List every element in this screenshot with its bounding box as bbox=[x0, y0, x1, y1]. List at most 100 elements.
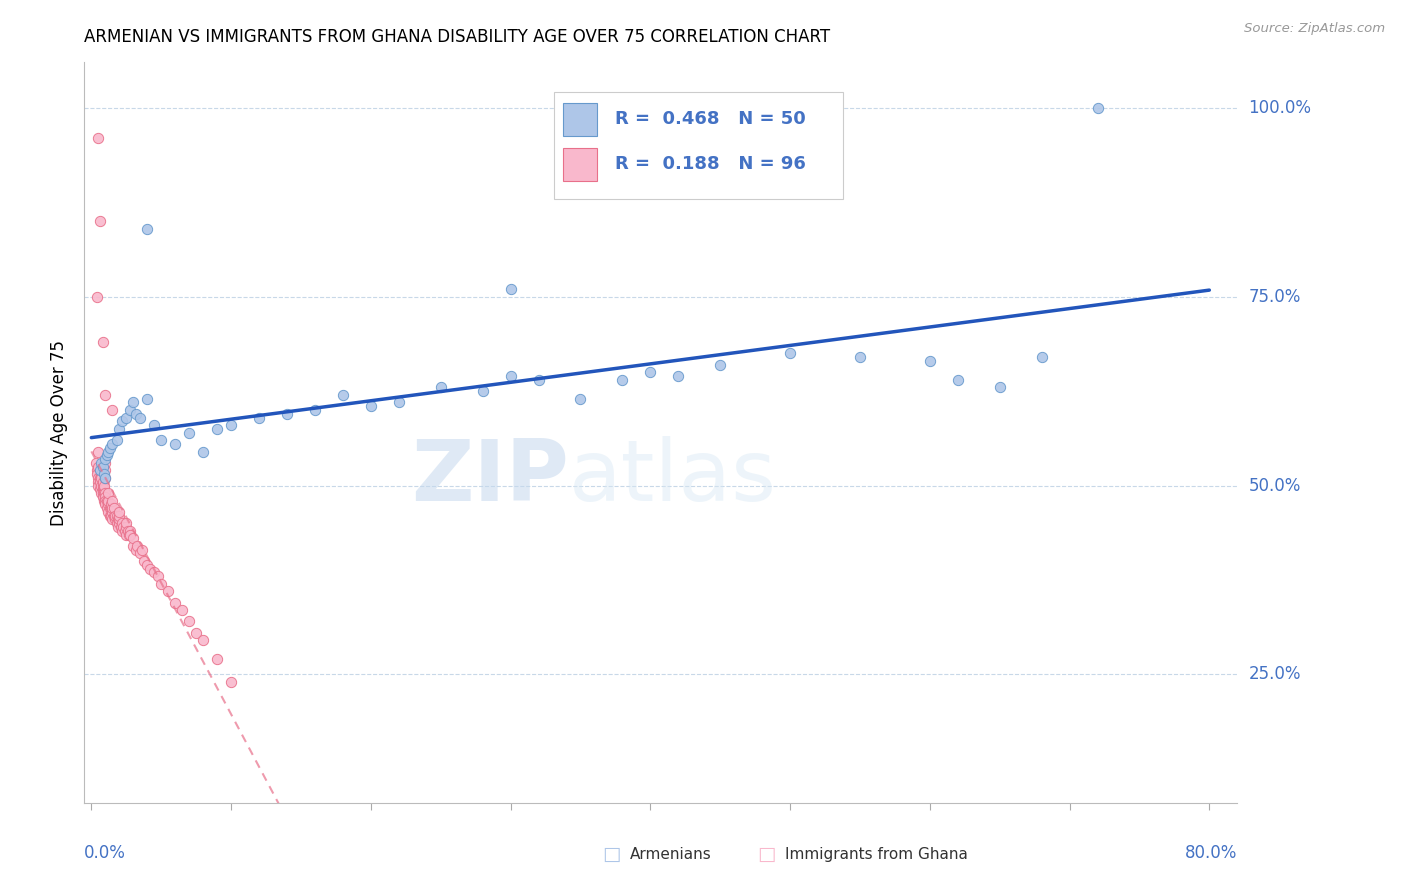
Point bbox=[110, 520, 132, 534]
FancyBboxPatch shape bbox=[554, 92, 844, 200]
Point bbox=[205, 652, 228, 666]
Point bbox=[96, 448, 118, 462]
Point bbox=[1087, 101, 1109, 115]
Point bbox=[666, 368, 689, 383]
Point bbox=[94, 486, 117, 500]
Point bbox=[104, 508, 127, 523]
Point bbox=[429, 380, 451, 394]
Point bbox=[115, 527, 138, 541]
Point bbox=[94, 463, 117, 477]
Point bbox=[103, 501, 125, 516]
Point bbox=[96, 501, 118, 516]
Point bbox=[94, 497, 117, 511]
Point bbox=[101, 501, 124, 516]
Point bbox=[120, 524, 142, 538]
Point bbox=[93, 478, 115, 492]
Point bbox=[87, 471, 110, 485]
Point bbox=[91, 459, 114, 474]
Point bbox=[103, 508, 125, 523]
Point bbox=[94, 471, 117, 485]
Text: 75.0%: 75.0% bbox=[1249, 287, 1301, 306]
Y-axis label: Disability Age Over 75: Disability Age Over 75 bbox=[51, 340, 69, 525]
Point bbox=[129, 547, 152, 561]
Point bbox=[94, 490, 117, 504]
Point bbox=[179, 615, 201, 629]
Point bbox=[129, 410, 152, 425]
Point bbox=[98, 501, 121, 516]
Point bbox=[191, 633, 214, 648]
Point bbox=[165, 596, 187, 610]
Point bbox=[101, 403, 124, 417]
Point bbox=[108, 505, 131, 519]
Point bbox=[111, 516, 134, 531]
Point bbox=[90, 471, 112, 485]
Point bbox=[150, 433, 173, 447]
Point bbox=[122, 539, 145, 553]
Point bbox=[107, 520, 129, 534]
Text: ARMENIAN VS IMMIGRANTS FROM GHANA DISABILITY AGE OVER 75 CORRELATION CHART: ARMENIAN VS IMMIGRANTS FROM GHANA DISABI… bbox=[84, 28, 831, 45]
Point bbox=[219, 418, 242, 433]
Point bbox=[131, 542, 153, 557]
Point bbox=[100, 497, 122, 511]
Point bbox=[91, 478, 114, 492]
FancyBboxPatch shape bbox=[562, 147, 598, 181]
Point bbox=[97, 444, 120, 458]
Point bbox=[97, 505, 120, 519]
Point bbox=[125, 407, 148, 421]
Point bbox=[108, 516, 131, 531]
Point bbox=[90, 456, 112, 470]
Point bbox=[276, 407, 298, 421]
Point bbox=[569, 392, 592, 406]
Point bbox=[779, 346, 801, 360]
Point bbox=[86, 467, 108, 482]
Point bbox=[360, 399, 382, 413]
Point bbox=[139, 561, 162, 575]
Point bbox=[112, 520, 135, 534]
Point bbox=[849, 350, 872, 364]
Point bbox=[111, 524, 134, 538]
Point bbox=[127, 539, 149, 553]
Point bbox=[499, 282, 522, 296]
Point bbox=[97, 486, 120, 500]
Point bbox=[89, 471, 111, 485]
Point bbox=[94, 452, 117, 467]
Point bbox=[89, 214, 111, 228]
Point bbox=[134, 554, 156, 568]
Point bbox=[90, 478, 112, 492]
Point bbox=[87, 444, 110, 458]
Point bbox=[471, 384, 494, 398]
Point bbox=[91, 334, 114, 349]
Point bbox=[86, 463, 108, 477]
Point bbox=[93, 467, 115, 482]
Point bbox=[101, 437, 124, 451]
Point bbox=[172, 603, 194, 617]
Point bbox=[191, 444, 214, 458]
Point bbox=[97, 493, 120, 508]
Point bbox=[108, 508, 131, 523]
Point bbox=[136, 558, 159, 572]
Text: 50.0%: 50.0% bbox=[1249, 476, 1301, 494]
Text: 0.0%: 0.0% bbox=[84, 845, 127, 863]
Text: Immigrants from Ghana: Immigrants from Ghana bbox=[785, 847, 967, 862]
Point bbox=[304, 403, 326, 417]
Point bbox=[117, 524, 139, 538]
Point bbox=[527, 373, 550, 387]
Point bbox=[87, 475, 110, 489]
Point bbox=[87, 478, 110, 492]
Text: 100.0%: 100.0% bbox=[1249, 99, 1312, 117]
Text: 80.0%: 80.0% bbox=[1185, 845, 1237, 863]
Point bbox=[118, 527, 141, 541]
Point bbox=[98, 508, 121, 523]
Point bbox=[94, 471, 117, 485]
Text: □: □ bbox=[602, 845, 621, 864]
Point bbox=[125, 542, 148, 557]
Point bbox=[101, 512, 124, 526]
Point bbox=[114, 524, 136, 538]
Point bbox=[136, 392, 159, 406]
Point bbox=[96, 493, 118, 508]
Point bbox=[709, 358, 731, 372]
Point bbox=[89, 463, 111, 477]
Point bbox=[219, 674, 242, 689]
Point bbox=[115, 520, 138, 534]
Text: □: □ bbox=[756, 845, 776, 864]
